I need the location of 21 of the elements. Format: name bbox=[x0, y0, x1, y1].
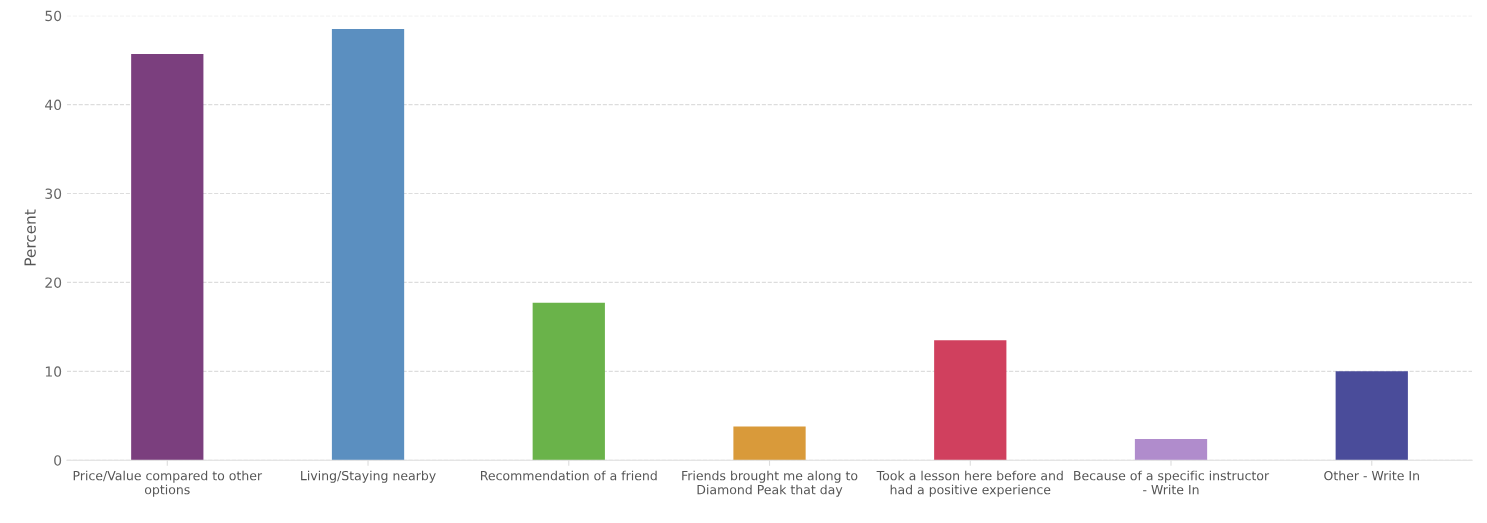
y-tick-label: 10 bbox=[45, 366, 62, 377]
x-tick-label: Recommendation of a friend bbox=[480, 470, 657, 481]
y-tick-label: 30 bbox=[45, 188, 62, 199]
bar bbox=[532, 302, 605, 461]
y-tick-label: 0 bbox=[54, 455, 62, 466]
bar bbox=[733, 426, 806, 461]
x-tick-label: Living/Staying nearby bbox=[301, 470, 436, 483]
bar bbox=[934, 340, 1007, 461]
x-tick-label: Took a lesson here before and had a positive experience bbox=[876, 470, 1063, 497]
x-tick-label: Other - Write In bbox=[1324, 470, 1419, 481]
bar bbox=[331, 29, 405, 461]
bar bbox=[131, 53, 204, 461]
y-tick-label: 50 bbox=[45, 10, 62, 22]
y-tick-label: 20 bbox=[45, 277, 62, 288]
y-tick-label: 40 bbox=[45, 99, 62, 111]
y-axis-title: Percent bbox=[24, 209, 36, 266]
bar bbox=[1134, 438, 1208, 461]
x-tick-label: Friends brought me along to Diamond Peak that day bbox=[682, 470, 858, 497]
x-tick-label: Because of a specific instructor - Write In bbox=[1074, 470, 1270, 495]
bar bbox=[1335, 371, 1408, 461]
x-tick-label: Price/Value compared to other options bbox=[73, 470, 263, 497]
